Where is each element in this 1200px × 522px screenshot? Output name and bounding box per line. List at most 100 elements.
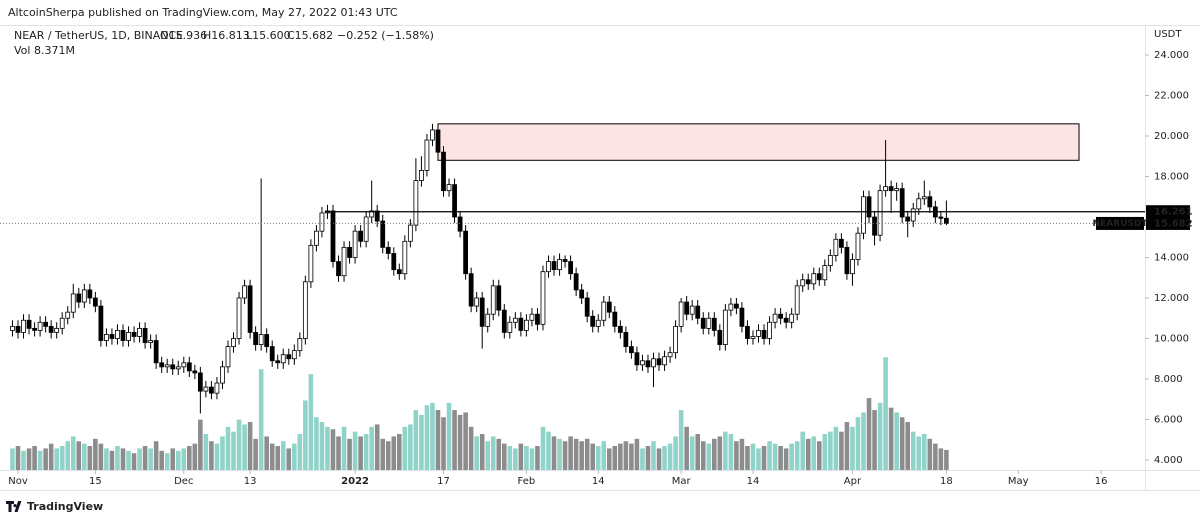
candle-body xyxy=(507,321,513,333)
volume-bar xyxy=(374,424,380,470)
candle-body xyxy=(595,319,601,327)
volume-bar xyxy=(734,441,739,470)
volume-bar xyxy=(518,443,524,470)
candle-body xyxy=(363,216,369,242)
y-tick-label: 12.000 xyxy=(1154,293,1189,304)
volume-bar xyxy=(385,441,391,470)
candle-body xyxy=(37,321,43,331)
candle-body xyxy=(916,198,922,210)
candle-body xyxy=(269,346,275,362)
volume-bar xyxy=(767,441,772,470)
volume-bar xyxy=(419,414,424,470)
y-unit: USDT xyxy=(1154,29,1182,40)
volume-bar xyxy=(402,426,408,470)
candle-body xyxy=(468,273,474,307)
candle-body xyxy=(944,217,949,224)
candle-body xyxy=(689,305,695,315)
volume-bar xyxy=(413,410,419,470)
volume-bar xyxy=(247,422,253,470)
candle-body xyxy=(490,285,496,315)
volume-bar xyxy=(175,450,181,470)
candle-body xyxy=(48,325,54,333)
candle-body xyxy=(877,190,883,236)
volume-bar xyxy=(850,426,855,470)
volume-bar xyxy=(524,446,529,470)
volume-bar xyxy=(712,438,717,470)
volume-bar xyxy=(258,369,264,470)
volume-bar xyxy=(651,441,656,470)
candle-body xyxy=(225,346,231,368)
candle-body xyxy=(419,170,424,181)
candle-body xyxy=(772,313,778,323)
candle-body xyxy=(789,313,795,323)
volume-bar xyxy=(728,434,734,470)
volume-bar xyxy=(269,443,275,470)
volume-bar xyxy=(446,402,452,470)
volume-bar xyxy=(568,436,573,470)
x-tick-label: 14 xyxy=(747,476,760,487)
y-tick-label: 6.000 xyxy=(1154,414,1183,425)
volume-bar xyxy=(319,422,325,470)
candle-body xyxy=(750,336,756,339)
volume-bar xyxy=(198,419,203,470)
volume-bar xyxy=(695,434,701,470)
candle-body xyxy=(70,293,76,313)
volume-bar xyxy=(76,441,82,470)
candle-body xyxy=(181,362,187,368)
candle-body xyxy=(756,329,761,337)
plot xyxy=(0,123,1145,470)
volume-bar xyxy=(828,431,833,470)
candle-body xyxy=(910,208,916,222)
candle-body xyxy=(131,332,137,337)
volume-value: 8.371M xyxy=(34,44,75,57)
candle-body xyxy=(291,350,297,360)
volume-bar xyxy=(408,424,413,470)
candle-body xyxy=(518,317,524,331)
last-price-box xyxy=(1146,216,1190,230)
candle-body xyxy=(341,246,347,277)
candle-body xyxy=(98,305,104,341)
candle-body xyxy=(706,317,712,329)
volume-bar xyxy=(369,426,374,470)
candle-body xyxy=(805,279,811,285)
ohlc-high: H16.813 xyxy=(203,29,250,42)
level-price-box xyxy=(1146,205,1190,219)
candle-body xyxy=(153,340,159,364)
volume-bar xyxy=(739,438,745,470)
candle-body xyxy=(347,246,352,258)
volume-bar xyxy=(203,434,209,470)
candle-body xyxy=(413,180,419,226)
volume-bar xyxy=(750,443,756,470)
last-price-label: 15.682 xyxy=(1154,218,1193,229)
volume-bar xyxy=(579,441,584,470)
candle-body xyxy=(711,317,717,331)
candle-body xyxy=(938,216,944,219)
volume-bar xyxy=(87,446,93,470)
candle-body xyxy=(888,186,894,192)
volume-bar xyxy=(120,448,126,470)
candle-body xyxy=(137,327,142,337)
candle-body xyxy=(579,289,585,299)
logo-icon xyxy=(6,501,22,512)
candle-body xyxy=(76,293,82,303)
candle-body xyxy=(115,329,120,339)
candle-body xyxy=(734,303,739,309)
candle-body xyxy=(855,232,861,260)
candle-body xyxy=(186,362,192,372)
volume-bar xyxy=(352,431,358,470)
volume-bar xyxy=(645,446,651,470)
candle-body xyxy=(43,321,49,327)
ohlc-open: O15.936 xyxy=(160,29,207,42)
volume-bar xyxy=(783,448,789,470)
candle-body xyxy=(866,196,872,218)
volume-bar xyxy=(32,446,37,470)
candle-body xyxy=(905,216,911,222)
x-tick-label: 15 xyxy=(89,476,102,487)
volume-bar xyxy=(358,436,363,470)
candle-body xyxy=(369,210,375,218)
footer-logo: TradingView xyxy=(6,500,103,513)
candle-body xyxy=(899,188,905,218)
x-tick-label: May xyxy=(1008,476,1029,487)
candle-body xyxy=(170,364,176,370)
candle-body xyxy=(612,311,618,327)
